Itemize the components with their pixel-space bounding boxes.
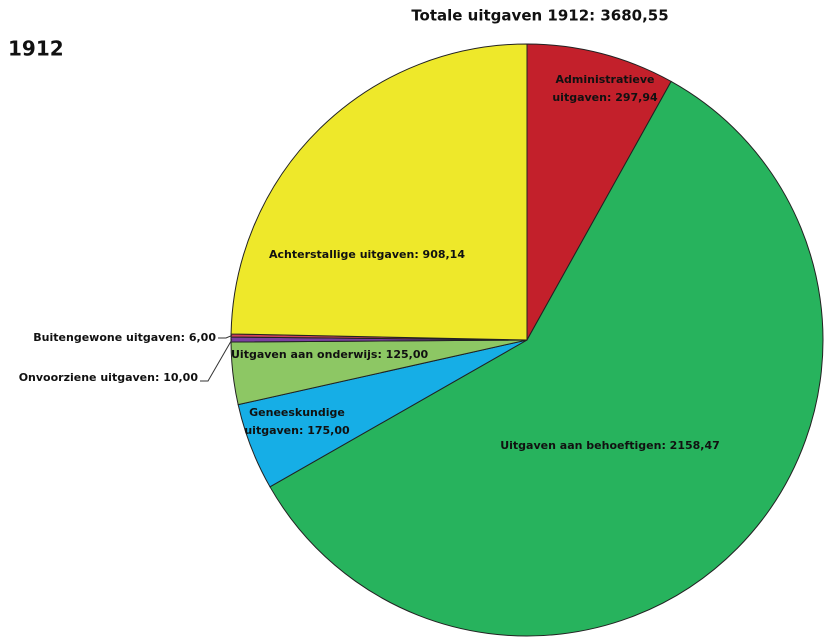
label-line: Administratieve (556, 73, 655, 86)
label-line: Geneeskundige (249, 406, 345, 419)
chart-title: Totale uitgaven 1912: 3680,55 (411, 7, 668, 25)
pie-slice (526, 43, 672, 342)
label-line: uitgaven: 175,00 (244, 424, 350, 437)
leader-line (200, 339, 233, 382)
pie-slice (230, 43, 528, 341)
slice-label: Geneeskundige uitgaven: 175,00 (244, 406, 350, 437)
leader-line (218, 335, 233, 339)
slice-label: Buitengewone uitgaven: 6,00 (33, 331, 216, 344)
pie-slice (269, 80, 824, 637)
slice-label: Achterstallige uitgaven: 908,14 (269, 248, 465, 261)
slice-label: Uitgaven aan onderwijs: 125,00 (231, 348, 428, 361)
chart-subtitle: 1912 (8, 37, 64, 61)
slice-label: Onvoorziene uitgaven: 10,00 (19, 371, 199, 384)
label-line: uitgaven: 297,94 (552, 91, 658, 104)
slice-label: Administratieve uitgaven: 297,94 (552, 73, 658, 104)
slice-label: Uitgaven aan behoeftigen: 2158,47 (500, 439, 720, 452)
